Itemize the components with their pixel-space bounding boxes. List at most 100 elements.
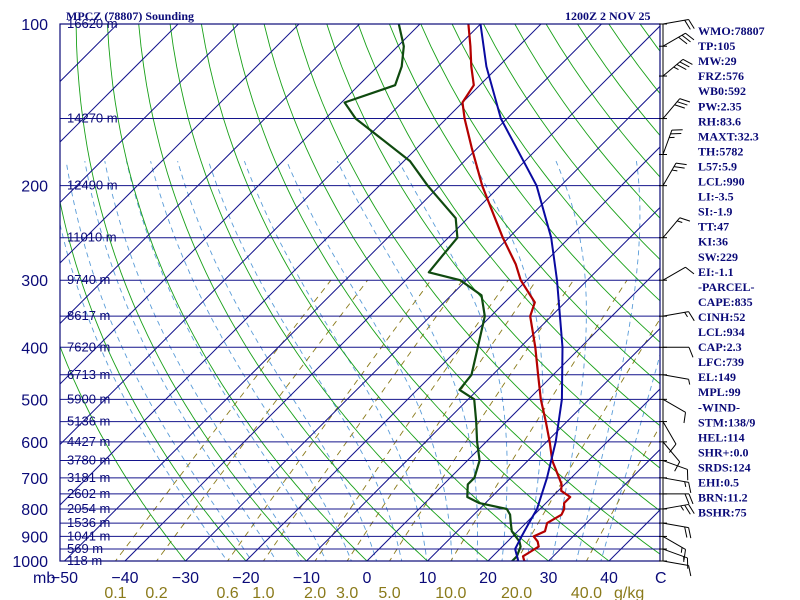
dry-adiabat-line — [138, 24, 429, 561]
height-label: 5136 m — [67, 414, 110, 429]
temperature-tick-label: 10 — [419, 570, 437, 587]
height-label: 2602 m — [67, 486, 110, 501]
pressure-label: 1000 — [12, 554, 48, 571]
index-value: SRDS:124 — [698, 460, 751, 474]
mixing-ratio-unit-label: g/kg — [614, 585, 644, 600]
pressure-label: 700 — [21, 471, 48, 488]
dry-adiabat-line — [169, 24, 489, 561]
wind-barb — [659, 535, 687, 561]
wind-barb-feather — [685, 32, 695, 41]
wind-barb-feather — [684, 493, 690, 505]
index-value: SHR+:0.0 — [698, 445, 749, 459]
wind-barb — [659, 217, 691, 239]
moist-adiabat-line — [575, 161, 641, 561]
wind-barb-feather — [684, 19, 691, 30]
temperature-tick-label: −10 — [293, 570, 320, 587]
pressure-label: 800 — [21, 502, 48, 519]
mixing-ratio-line — [262, 279, 463, 561]
height-label: 8617 m — [67, 308, 110, 323]
station-title: MPCZ (78807) Sounding — [66, 9, 194, 23]
temperature-profile-line — [461, 24, 572, 561]
pressure-label: 300 — [21, 273, 48, 290]
mixing-ratio-line — [388, 279, 574, 561]
index-value: TH:5782 — [698, 144, 743, 158]
index-value: MPL:99 — [698, 385, 741, 399]
wind-barb-feather — [688, 482, 692, 493]
mixing-ratio-line — [450, 279, 628, 561]
wind-barb — [659, 98, 691, 120]
dry-adiabat-line — [294, 24, 660, 512]
wind-barb-feather — [688, 527, 692, 539]
wind-barb-feather — [679, 217, 691, 222]
plot-frame — [59, 23, 661, 562]
index-value: BSHR:75 — [698, 506, 747, 520]
dry-adiabats — [60, 24, 660, 561]
wind-barb-feather — [688, 565, 692, 577]
temperature-tick-label: 0 — [363, 570, 372, 587]
wind-barb-staff — [662, 18, 689, 25]
index-value: WMO:78807 — [698, 24, 765, 38]
height-label: 5900 m — [67, 391, 110, 406]
wind-barb-staff — [662, 421, 677, 445]
sounding-indices: WMO:78807TP:105MW:29FRZ:576WB0:592PW:2.3… — [698, 24, 765, 520]
mixing-ratio-line — [155, 279, 368, 561]
isotherm-line — [427, 327, 660, 561]
mixing-ratio-line — [114, 279, 332, 561]
moist-adiabats — [60, 160, 660, 561]
isotherm-line — [306, 206, 660, 561]
height-label: 3181 m — [67, 470, 110, 485]
isotherm-line — [366, 267, 660, 561]
isotherm-line — [60, 24, 421, 385]
wind-barb — [659, 560, 692, 577]
wind-barb-staff — [662, 217, 681, 239]
wind-barb-staff — [662, 98, 681, 119]
wind-barb-half-feather — [688, 379, 691, 385]
wind-barb-feather — [675, 162, 687, 166]
mixing-ratio-line — [314, 279, 509, 561]
dry-adiabat-line — [357, 24, 660, 427]
index-value: TP:105 — [698, 39, 735, 53]
wind-barb-staff — [662, 58, 684, 77]
index-value: SW:229 — [698, 250, 738, 264]
pressure-label: 100 — [21, 17, 48, 34]
wind-barb-staff — [662, 441, 681, 463]
index-value: SI:-1.9 — [698, 205, 732, 219]
moist-adiabat-line — [177, 160, 377, 561]
wind-barb — [659, 477, 692, 493]
moist-adiabat-line — [286, 160, 453, 561]
wind-barb-half-feather — [673, 66, 679, 71]
mixing-ratio-line — [585, 425, 660, 561]
dry-adiabat-line — [388, 24, 660, 385]
wind-barb — [659, 162, 687, 187]
height-label: 12490 m — [67, 178, 118, 193]
wind-barb-staff — [662, 548, 688, 559]
wind-barb-half-feather — [684, 481, 687, 488]
mixing-ratio-line — [227, 279, 432, 561]
wind-barb-feather — [684, 526, 688, 538]
isotherm-line — [185, 85, 660, 561]
index-value: LFC:739 — [698, 355, 744, 369]
isotherm-line — [245, 146, 660, 561]
valid-time: 1200Z 2 NOV 25 — [565, 9, 650, 23]
dry-adiabat-line — [483, 24, 660, 261]
wind-barb-staff — [662, 162, 677, 186]
dewpoint-profile-line — [343, 24, 522, 561]
height-label: 11010 m — [67, 230, 117, 245]
wind-barb-feather — [683, 412, 687, 424]
index-value: PW:2.35 — [698, 99, 742, 113]
profiles — [343, 24, 572, 561]
wind-barb-feather — [684, 504, 691, 515]
wind-barb — [659, 346, 694, 358]
moist-adiabat-line — [126, 160, 327, 561]
index-value: FRZ:576 — [698, 69, 744, 83]
wind-barb-staff — [662, 311, 689, 317]
isotherm-line — [124, 25, 660, 561]
temperature-tick-label: 40 — [600, 570, 618, 587]
wind-barb-staff — [662, 129, 673, 155]
parcel-path-line — [479, 24, 564, 561]
moist-adiabat-line — [104, 161, 302, 561]
index-value: WB0:592 — [698, 84, 746, 98]
temperature-tick-label: 30 — [540, 570, 558, 587]
pressure-label: 200 — [21, 179, 48, 196]
